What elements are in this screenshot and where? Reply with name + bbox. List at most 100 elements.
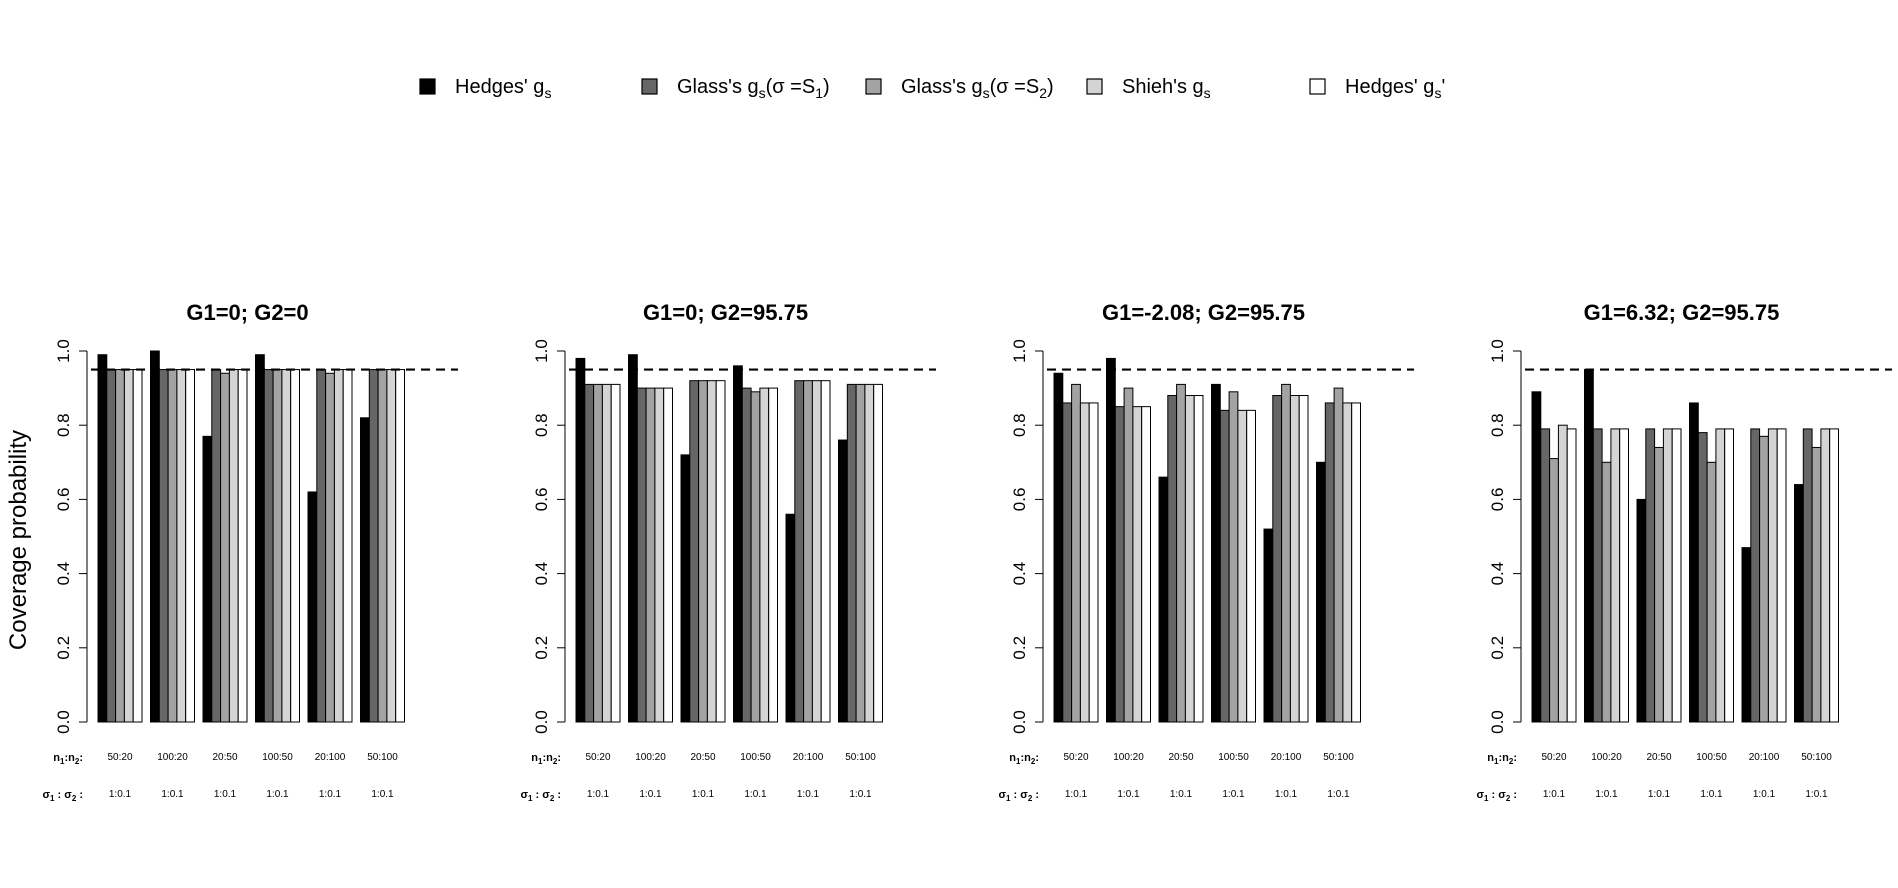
bar [1176,383,1186,723]
bar [1071,383,1081,723]
sigma-ratio-label: 1:0.1 [1753,789,1776,800]
bar [1829,428,1839,723]
bar [150,350,160,723]
bar [1592,428,1603,723]
bar [1767,428,1778,723]
bar [1062,402,1073,723]
bar [220,372,230,723]
sigma-ratio-label: 1:0.1 [1117,789,1140,800]
panel-title: G1=-2.08; G2=95.75 [1102,300,1305,325]
panel-title: G1=0; G2=95.75 [643,300,808,325]
bar [768,387,779,723]
sigma-ratio-label: 1:0.1 [1805,789,1828,800]
bar [342,369,353,723]
y-tick-label: 0.2 [532,636,551,660]
y-tick-label: 0.6 [532,488,551,512]
n-ratio-row-label: n1:n2: [1009,752,1039,766]
sigma-ratio-row-label: σ1 : σ2 : [521,789,561,803]
bar [593,383,603,723]
sigma-ratio-label: 1:0.1 [1543,789,1566,800]
sigma-ratio-label: 1:0.1 [319,789,342,800]
bar [794,380,805,723]
chart-panel: G1=0; G2=95.75 0.0 0.2 0.4 0.6 0.8 1.0 50:20 1:0… [521,300,936,803]
y-tick-label: 0.4 [532,562,551,586]
bar [1645,428,1656,723]
bar [395,369,406,723]
bar [1167,395,1178,723]
bar [1610,428,1621,723]
y-tick-label: 1.0 [54,339,73,363]
sigma-ratio-label: 1:0.1 [797,789,820,800]
category-label: 100:50 [262,752,293,763]
legend-swatch [1086,78,1103,95]
bar [645,387,656,723]
bar [610,383,621,723]
bar [855,383,866,723]
bar [1298,395,1309,723]
bar [1316,461,1326,723]
y-tick-label: 0.6 [54,488,73,512]
category-label: 50:100 [845,752,876,763]
bar [1662,428,1673,723]
bar [1132,406,1143,723]
n-ratio-row-label: n1:n2: [1487,752,1517,766]
bar [663,387,674,723]
bar [377,369,388,723]
category-label: 100:20 [1113,752,1144,763]
legend-label: Hedges' gs [455,76,551,101]
bar [1654,446,1664,723]
bar [281,369,292,723]
bar [132,369,143,723]
bar [1219,409,1230,723]
bar [1540,428,1551,723]
chart-panel: G1=-2.08; G2=95.75 0.0 0.2 0.4 0.6 0.8 1.0 50:2… [999,300,1414,803]
bar [689,380,700,723]
bar [1750,428,1761,723]
bar [176,369,187,723]
y-tick-label: 0.2 [1488,636,1507,660]
bar [1351,402,1361,723]
bar [368,369,379,723]
category-label: 20:50 [1168,752,1193,763]
panel-title: G1=6.32; G2=95.75 [1584,300,1780,325]
bar [1619,428,1629,723]
bar [263,369,274,723]
chart-panel: G1=6.32; G2=95.75 0.0 0.2 0.4 0.6 0.8 1.0 50:20… [1477,300,1892,803]
bar [1697,432,1708,723]
y-tick-label: 0.8 [1488,413,1507,437]
legend-label: Hedges' gs' [1345,76,1445,101]
category-label: 20:50 [690,752,715,763]
sigma-ratio-label: 1:0.1 [1595,789,1618,800]
legend-swatch [641,78,658,95]
legend-label: Glass's gs(σ =S1) [677,76,830,101]
y-tick-label: 0.2 [1010,636,1029,660]
bar [115,369,125,723]
y-tick-label: 0.8 [54,413,73,437]
y-tick-label: 1.0 [1488,339,1507,363]
bar [1053,372,1064,723]
y-tick-label: 0.4 [1010,562,1029,586]
bar [1237,409,1248,723]
bar [1324,402,1335,723]
sigma-ratio-label: 1:0.1 [1275,789,1298,800]
bar [1141,406,1151,723]
sigma-ratio-row-label: σ1 : σ2 : [999,789,1039,803]
bar [325,372,335,723]
n-ratio-row-label: n1:n2: [53,752,83,766]
bar [680,454,691,723]
sigma-ratio-label: 1:0.1 [1170,789,1193,800]
y-tick-label: 0.0 [1010,710,1029,734]
bar [1741,547,1752,723]
legend-item: Hedges' gs' [1309,76,1445,101]
sigma-ratio-label: 1:0.1 [1065,789,1088,800]
bar [158,369,169,723]
bar [1715,428,1726,723]
bar [811,380,822,723]
bar [1802,428,1813,723]
bar [741,387,752,723]
bar [1557,424,1568,723]
sigma-ratio-label: 1:0.1 [214,789,237,800]
category-label: 100:50 [1218,752,1249,763]
category-label: 20:100 [1271,752,1302,763]
sigma-ratio-label: 1:0.1 [1648,789,1671,800]
